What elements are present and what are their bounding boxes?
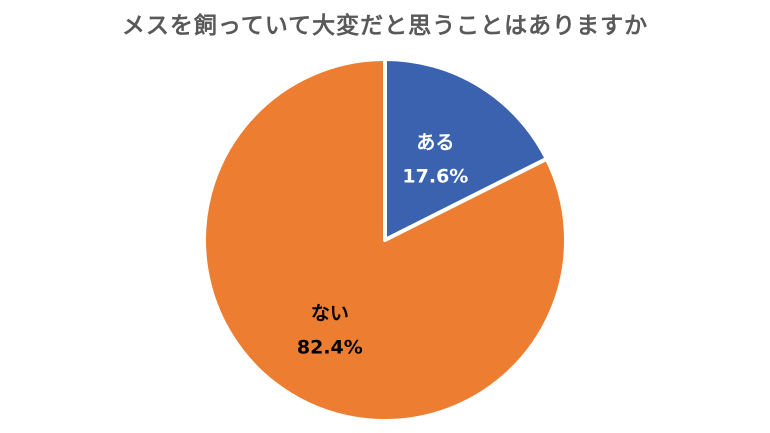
chart-title: メスを飼っていて大変だと思うことはありますか	[121, 13, 649, 39]
pie-slice-value-0: 17.6%	[402, 165, 468, 187]
pie-slice-1	[202, 57, 568, 423]
pie-slice-label-0: ある	[416, 131, 454, 153]
pie-slice-label-1: ない	[311, 302, 349, 324]
pie-slices	[202, 57, 568, 423]
pie-slice-0	[383, 57, 549, 242]
pie-slice-value-1: 82.4%	[297, 336, 363, 358]
pie-labels: ある 17.6% ない 82.4%	[297, 131, 468, 358]
